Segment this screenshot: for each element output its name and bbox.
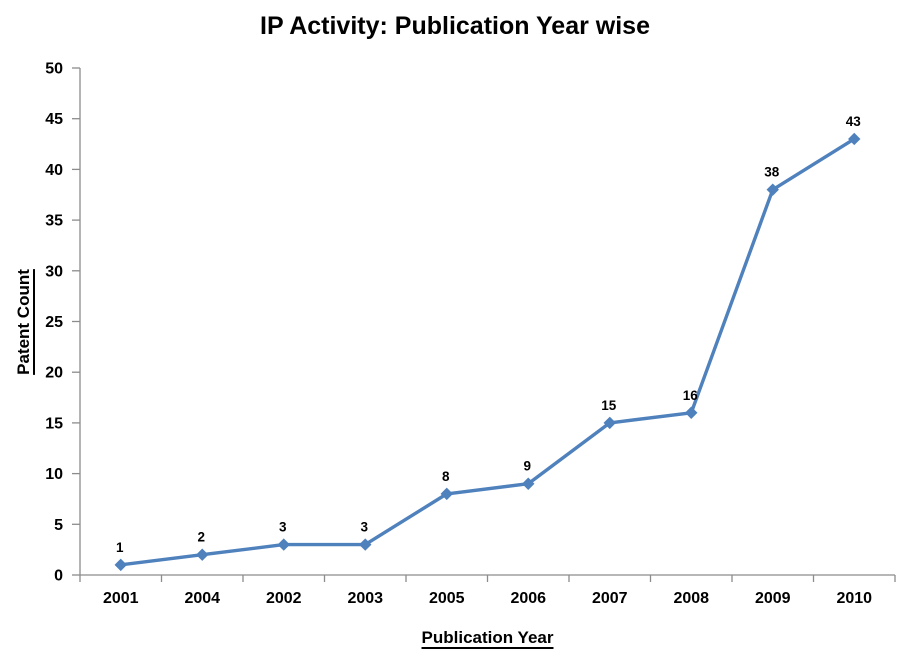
y-tick-label: 20 (45, 365, 63, 382)
data-point-label: 43 (846, 114, 862, 129)
y-tick-label: 25 (45, 314, 63, 331)
data-point-label: 38 (764, 165, 780, 180)
data-point-marker (685, 406, 698, 419)
data-point-marker (603, 416, 616, 430)
y-tick-label: 50 (45, 61, 63, 78)
x-tick-label: 2007 (592, 590, 628, 607)
x-tick-label: 2010 (836, 590, 872, 607)
data-point-marker (440, 487, 453, 501)
data-point-label: 16 (683, 388, 699, 403)
data-point-label: 3 (360, 520, 368, 535)
y-tick-label: 35 (45, 213, 63, 230)
x-tick-label: 2009 (755, 590, 791, 607)
data-point-label: 8 (442, 469, 450, 484)
y-tick-label: 15 (45, 415, 63, 432)
data-point-label: 3 (279, 520, 287, 535)
data-point-label: 2 (197, 530, 205, 545)
data-point-marker (848, 132, 861, 146)
y-tick-label: 5 (54, 517, 63, 534)
data-point-label: 9 (523, 459, 531, 474)
x-tick-label: 2001 (103, 590, 139, 607)
data-point-marker (359, 538, 372, 551)
chart-title: IP Activity: Publication Year wise (260, 12, 650, 40)
x-tick-label: 2005 (429, 590, 465, 607)
y-tick-label: 30 (45, 263, 63, 280)
y-tick-label: 10 (45, 466, 63, 483)
x-tick-label: 2003 (347, 590, 383, 607)
data-point-marker (196, 548, 209, 561)
data-point-marker (766, 183, 779, 196)
x-tick-label: 2002 (266, 590, 302, 607)
y-tick-label: 0 (54, 568, 63, 585)
x-axis-title: Publication Year (421, 628, 554, 647)
y-tick-label: 45 (45, 111, 63, 128)
x-tick-label: 2006 (510, 590, 546, 607)
data-point-label: 15 (601, 398, 617, 413)
data-point-marker (277, 538, 290, 551)
x-tick-label: 2004 (184, 590, 220, 607)
x-tick-label: 2008 (673, 590, 709, 607)
data-point-marker (522, 477, 535, 490)
data-series-line (119, 137, 856, 567)
y-tick-label: 40 (45, 162, 63, 179)
data-point-label: 1 (116, 540, 124, 555)
data-point-marker (114, 558, 127, 572)
